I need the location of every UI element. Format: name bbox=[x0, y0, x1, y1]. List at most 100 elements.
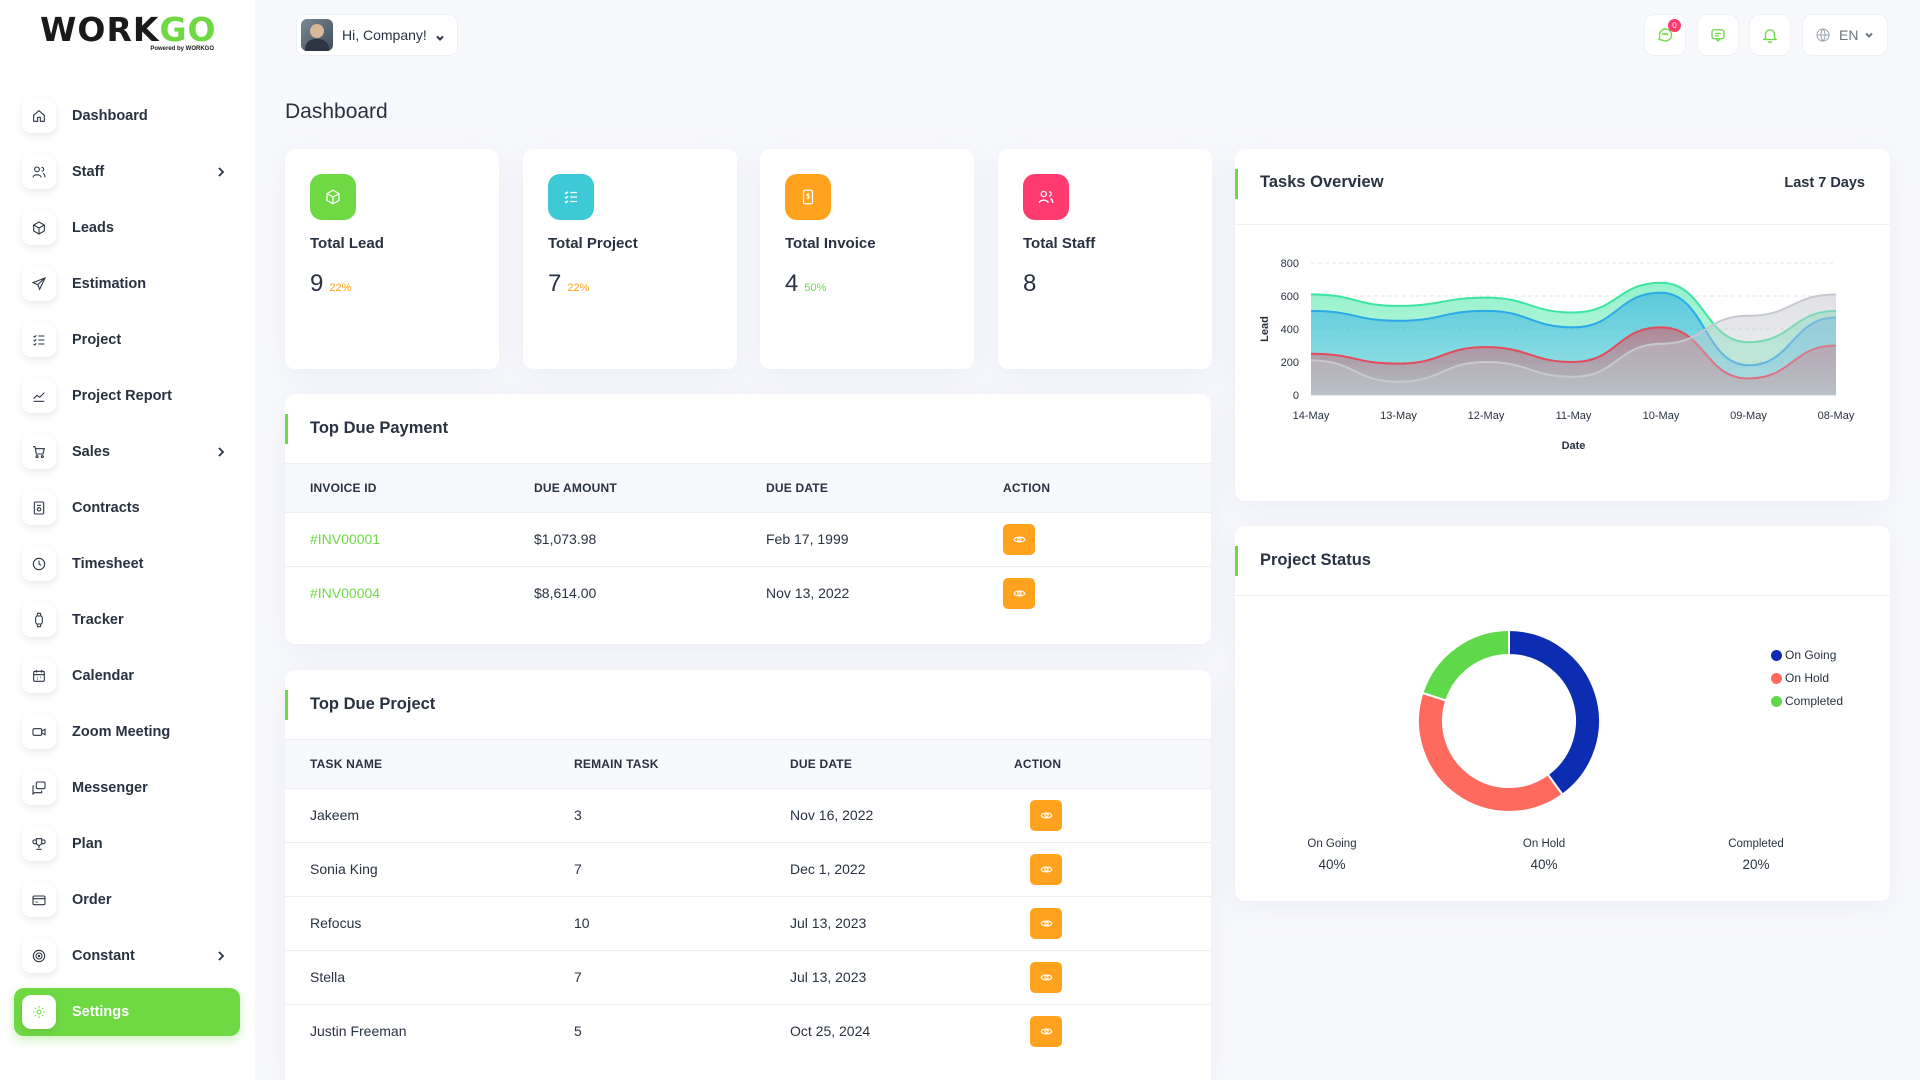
date-range-filter[interactable]: Last 7 Days bbox=[1784, 175, 1865, 191]
legend-item[interactable]: Completed bbox=[1771, 694, 1843, 708]
stat-card-total-lead: Total Lead 9 22% bbox=[285, 149, 499, 369]
table-row: Jakeem 3 Nov 16, 2022 bbox=[285, 787, 1211, 842]
donut-slice-on-hold[interactable] bbox=[1417, 691, 1564, 813]
sidebar-item-tracker[interactable]: Tracker bbox=[14, 596, 240, 644]
view-button[interactable] bbox=[1003, 523, 1035, 555]
due-project-table: TASK NAME REMAIN TASK DUE DATE ACTION Jakee… bbox=[285, 740, 1211, 1058]
stat-card-total-project: Total Project 7 22% bbox=[523, 149, 737, 369]
sidebar-item-project-report[interactable]: Project Report bbox=[14, 372, 240, 420]
chart-line-icon bbox=[22, 379, 56, 413]
eye-icon bbox=[1039, 1025, 1053, 1038]
sidebar-item-messenger[interactable]: Messenger bbox=[14, 764, 240, 812]
sidebar-item-dashboard[interactable]: Dashboard bbox=[14, 92, 240, 140]
card-header: Top Due Payment bbox=[285, 394, 1211, 464]
remain-task: 3 bbox=[549, 787, 765, 842]
legend-label: Completed bbox=[1785, 694, 1844, 708]
message-dots-icon bbox=[1711, 29, 1725, 42]
chevron-right-icon bbox=[214, 949, 228, 963]
sidebar-item-leads[interactable]: Leads bbox=[14, 204, 240, 252]
status-summary-label: On Going bbox=[1307, 838, 1357, 850]
due-amount: $1,073.98 bbox=[509, 511, 741, 566]
sidebar-item-label: Settings bbox=[72, 1004, 130, 1020]
y-tick-label: 400 bbox=[1281, 324, 1299, 336]
sidebar-item-staff[interactable]: Staff bbox=[14, 148, 240, 196]
due-date: Jul 13, 2023 bbox=[765, 895, 989, 950]
language-selector[interactable]: EN bbox=[1802, 14, 1888, 56]
sidebar-item-project[interactable]: Project bbox=[14, 316, 240, 364]
cube-icon bbox=[22, 211, 56, 245]
column-header: DUE DATE bbox=[790, 756, 853, 771]
donut-slice-completed[interactable] bbox=[1421, 628, 1510, 702]
accent-bar bbox=[285, 690, 288, 720]
sidebar-item-order[interactable]: Order bbox=[14, 876, 240, 924]
legend-marker bbox=[1771, 695, 1782, 707]
home-icon bbox=[22, 99, 56, 133]
top-due-project-card: Top Due Project TASK NAME REMAIN TASK DUE … bbox=[285, 670, 1211, 1080]
page-title: Dashboard bbox=[285, 100, 388, 123]
invoice-id-link[interactable]: #INV00001 bbox=[285, 511, 509, 566]
status-summary-label: On Hold bbox=[1522, 838, 1566, 850]
sidebar-item-label: Contracts bbox=[72, 500, 140, 516]
column-header: ACTION bbox=[1003, 480, 1051, 495]
due-date: Nov 13, 2022 bbox=[741, 565, 978, 620]
stat-percentage: 22% bbox=[329, 282, 352, 294]
notifications-button[interactable] bbox=[1749, 14, 1791, 56]
list-check-icon bbox=[548, 174, 594, 220]
column-header: TASK NAME bbox=[310, 756, 383, 771]
stat-value: 9 bbox=[310, 270, 324, 297]
view-button[interactable] bbox=[1030, 907, 1062, 939]
eye-icon bbox=[1012, 533, 1026, 546]
table-row: #INV00001 $1,073.98 Feb 17, 1999 bbox=[285, 511, 1211, 566]
accent-bar bbox=[1235, 546, 1238, 576]
sidebar-item-estimation[interactable]: Estimation bbox=[14, 260, 240, 308]
stat-value: 8 bbox=[1023, 270, 1037, 297]
legend-label: On Hold bbox=[1785, 671, 1830, 685]
legend-item[interactable]: On Going bbox=[1771, 648, 1836, 662]
sidebar-item-sales[interactable]: Sales bbox=[14, 428, 240, 476]
column-header: INVOICE ID bbox=[310, 480, 377, 495]
sidebar-item-constant[interactable]: Constant bbox=[14, 932, 240, 980]
announcements-button[interactable] bbox=[1697, 14, 1739, 56]
table-row: Justin Freeman 5 Oct 25, 2024 bbox=[285, 1003, 1211, 1058]
stat-percentage: 22% bbox=[567, 282, 590, 294]
donut-slice-on-going[interactable] bbox=[1508, 628, 1601, 797]
task-name: Justin Freeman bbox=[285, 1003, 549, 1058]
x-tick-label: 08-May bbox=[1818, 410, 1855, 422]
y-tick-label: 0 bbox=[1293, 390, 1299, 402]
sidebar-item-label: Constant bbox=[72, 948, 135, 964]
card-header: Top Due Project bbox=[285, 670, 1211, 740]
brand-logo[interactable]: WORKGO Powered by WORKGO bbox=[40, 12, 220, 58]
view-button[interactable] bbox=[1003, 577, 1035, 609]
messages-button[interactable]: 0 bbox=[1644, 14, 1686, 56]
invoice-icon bbox=[785, 174, 831, 220]
sidebar-item-calendar[interactable]: Calendar bbox=[14, 652, 240, 700]
sidebar-item-settings[interactable]: Settings bbox=[14, 988, 240, 1036]
task-name: Stella bbox=[285, 949, 549, 1004]
credit-card-icon bbox=[22, 883, 56, 917]
view-button[interactable] bbox=[1030, 799, 1062, 831]
x-tick-label: 10-May bbox=[1643, 410, 1680, 422]
sidebar-nav: Dashboard Staff Leads Estimation Project Proj… bbox=[14, 92, 240, 1044]
card-title: Top Due Project bbox=[310, 695, 436, 713]
cube-icon bbox=[310, 174, 356, 220]
cart-icon bbox=[22, 435, 56, 469]
view-button[interactable] bbox=[1030, 1015, 1062, 1047]
globe-icon bbox=[1816, 28, 1830, 42]
legend-item[interactable]: On Hold bbox=[1771, 671, 1829, 685]
sidebar-item-zoom-meeting[interactable]: Zoom Meeting bbox=[14, 708, 240, 756]
remain-task: 5 bbox=[549, 1003, 765, 1058]
view-button[interactable] bbox=[1030, 961, 1062, 993]
invoice-id-link[interactable]: #INV00004 bbox=[285, 565, 509, 620]
due-date: Jul 13, 2023 bbox=[765, 949, 989, 1004]
sidebar-item-label: Tracker bbox=[72, 612, 124, 628]
x-tick-label: 09-May bbox=[1730, 410, 1767, 422]
sidebar-item-plan[interactable]: Plan bbox=[14, 820, 240, 868]
task-name: Jakeem bbox=[285, 787, 549, 842]
table-header: TASK NAME REMAIN TASK DUE DATE ACTION bbox=[285, 740, 1211, 788]
view-button[interactable] bbox=[1030, 853, 1062, 885]
user-menu[interactable]: Hi, Company! bbox=[296, 14, 458, 56]
sidebar-item-timesheet[interactable]: Timesheet bbox=[14, 540, 240, 588]
sidebar-item-label: Order bbox=[72, 892, 112, 908]
sidebar-item-contracts[interactable]: Contracts bbox=[14, 484, 240, 532]
users-icon bbox=[22, 155, 56, 189]
